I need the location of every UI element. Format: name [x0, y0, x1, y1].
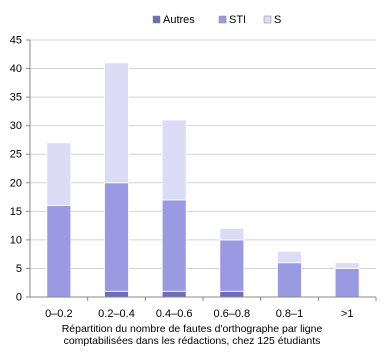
y-tick-label: 15 — [10, 206, 22, 218]
y-tick-label: 25 — [10, 149, 22, 161]
y-tick-label: 30 — [10, 120, 22, 132]
bar-autres — [219, 290, 245, 298]
bar-s — [277, 250, 302, 264]
legend-swatch — [263, 15, 272, 24]
bar-sti — [46, 205, 72, 298]
legend-label: S — [274, 14, 281, 26]
axes: 0 5 10 15 20 25 30 35 40 45 0–0.2 0.2–0.4 0.4–0.6 0.6… — [10, 35, 377, 320]
bar-autres — [161, 290, 187, 298]
caption-line-2: comptabilisées dans les rédactions, chez… — [63, 335, 321, 347]
x-tick-label: 0.2–0.4 — [98, 308, 135, 320]
bar-s — [161, 119, 187, 201]
x-tick-label: 0–0.2 — [45, 308, 73, 320]
bar-sti — [219, 239, 245, 292]
caption-line-1: Répartition du nombre de fautes d'orthog… — [61, 323, 323, 335]
gridlines — [30, 39, 376, 298]
y-tick-label: 5 — [16, 263, 22, 275]
bar-autres — [104, 290, 129, 298]
bar-s — [334, 262, 360, 269]
legend-label: Autres — [163, 14, 195, 26]
x-tick-label: 0.6–0.8 — [213, 308, 250, 320]
bar-sti — [277, 262, 302, 298]
bar-sti — [104, 182, 129, 292]
y-tick-label: 45 — [10, 35, 22, 47]
x-tick-label: >1 — [341, 308, 354, 320]
chart-caption: Répartition du nombre de fautes d'orthog… — [0, 323, 384, 347]
legend-swatch — [152, 15, 161, 24]
y-tick-label: 35 — [10, 92, 22, 104]
bar-s — [219, 228, 245, 241]
y-tick-label: 0 — [16, 292, 22, 304]
x-tick-label: 0.4–0.6 — [156, 308, 193, 320]
bars — [46, 62, 360, 298]
y-tick-label: 20 — [10, 177, 22, 189]
legend-swatch — [218, 15, 227, 24]
legend-label: STI — [229, 14, 246, 26]
y-tick-label: 40 — [10, 63, 22, 75]
bar-sti — [334, 268, 360, 298]
bar-sti — [161, 199, 187, 292]
bar-s — [104, 62, 129, 184]
legend: Autres STI S — [152, 14, 281, 26]
y-tick-label: 10 — [10, 234, 22, 246]
x-tick-label: 0.8–1 — [276, 308, 304, 320]
bar-s — [46, 142, 72, 207]
